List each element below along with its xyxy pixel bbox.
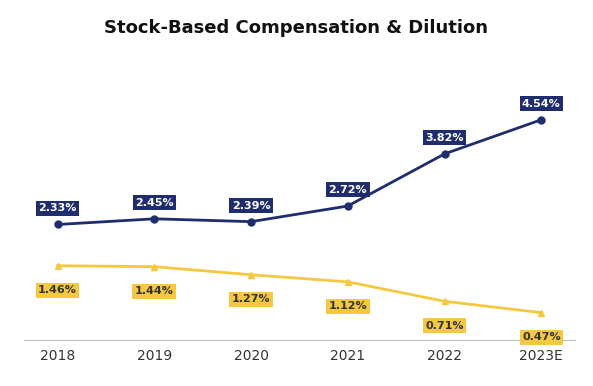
Text: 1.44%: 1.44% [135, 286, 174, 296]
Text: 1.27%: 1.27% [232, 294, 270, 304]
Text: 4.54%: 4.54% [522, 98, 561, 108]
Text: 2.72%: 2.72% [329, 185, 367, 195]
Text: 0.47%: 0.47% [522, 332, 560, 342]
Text: 2.45%: 2.45% [135, 198, 174, 208]
Text: 1.46%: 1.46% [38, 285, 77, 295]
Text: 0.71%: 0.71% [425, 321, 464, 331]
Text: Stock-Based Compensation & Dilution: Stock-Based Compensation & Dilution [104, 19, 489, 37]
Text: 2.39%: 2.39% [232, 201, 270, 210]
Text: 2.33%: 2.33% [39, 203, 76, 213]
Text: 1.12%: 1.12% [329, 301, 367, 311]
Text: 3.82%: 3.82% [425, 133, 464, 143]
